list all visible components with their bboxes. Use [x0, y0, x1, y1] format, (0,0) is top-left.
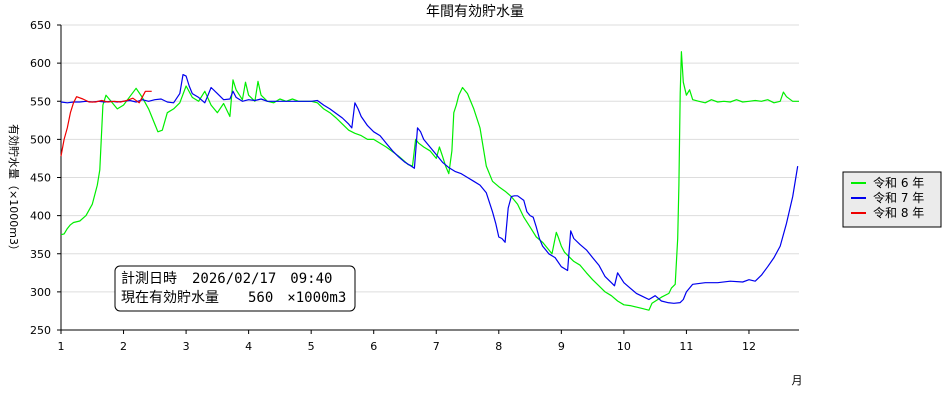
y-tick-label: 600	[30, 57, 51, 70]
series-line-3	[60, 90, 152, 157]
x-tick-label: 7	[433, 340, 440, 353]
legend: 令和 6 年令和 7 年令和 8 年	[842, 171, 942, 228]
y-tick-label: 350	[30, 248, 51, 261]
series-line-1	[60, 51, 799, 311]
x-tick-label: 8	[495, 340, 502, 353]
current-storage-label: 現在有効貯水量	[121, 290, 219, 306]
grid-lines	[61, 24, 799, 293]
chart-title: 年間有効貯水量	[426, 4, 524, 20]
legend-label-1: 令和 6 年	[873, 175, 924, 190]
x-tick-label: 5	[308, 340, 315, 353]
x-tick-label: 6	[370, 340, 377, 353]
x-tick-label: 2	[120, 340, 127, 353]
y-tick-label: 400	[30, 210, 51, 223]
measurement-time-value: 2026/02/17 09:40	[192, 271, 332, 287]
series-lines	[60, 51, 799, 311]
current-storage-value: 560 ×1000m3	[248, 290, 346, 306]
annotation-box	[114, 265, 356, 312]
x-tick-label: 4	[245, 340, 252, 353]
legend-label-3: 令和 8 年	[873, 205, 924, 220]
x-tick-label: 1	[58, 340, 65, 353]
y-tick-label: 250	[30, 324, 51, 337]
x-tick-label: 9	[558, 340, 565, 353]
y-axis-ticks: 250 300 350 400 450 500 550 600 650	[30, 19, 61, 337]
y-tick-label: 450	[30, 172, 51, 185]
legend-box	[842, 171, 942, 228]
legend-label-2: 令和 7 年	[873, 190, 924, 205]
x-tick-label: 3	[183, 340, 190, 353]
x-axis-label: 月	[792, 374, 803, 387]
y-axis-label: 有効貯水量（×1000m3）	[7, 124, 21, 256]
x-tick-label: 12	[742, 340, 756, 353]
y-tick-label: 650	[30, 19, 51, 32]
measurement-time-label: 計測日時	[121, 271, 177, 287]
y-tick-label: 550	[30, 95, 51, 108]
measurement-annotation: 計測日時 2026/02/17 09:40 現在有効貯水量 560 ×1000m…	[114, 265, 356, 312]
y-tick-label: 500	[30, 133, 51, 146]
series-line-2	[60, 73, 799, 304]
x-axis-ticks: 1 2 3 4 5 6 7 8 9 10 11 12	[58, 330, 756, 353]
x-tick-label: 11	[679, 340, 693, 353]
x-tick-label: 10	[617, 340, 631, 353]
y-tick-label: 300	[30, 286, 51, 299]
